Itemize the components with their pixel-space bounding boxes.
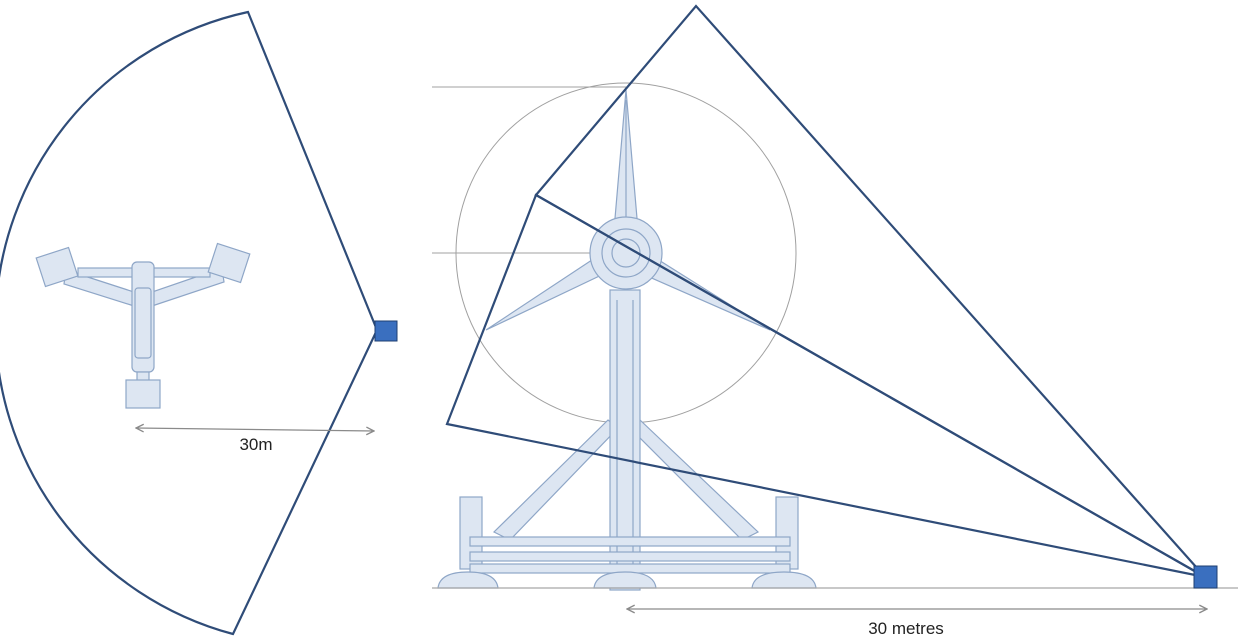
elevation-camera-marker bbox=[1193, 565, 1218, 589]
plan-distance-line bbox=[136, 428, 374, 431]
plan-field-of-view bbox=[0, 10, 379, 636]
inner-field-of-view bbox=[445, 193, 1206, 579]
turbine-elevation-icon bbox=[437, 89, 817, 591]
elevation-distance-label: 30 metres bbox=[868, 619, 944, 638]
plan-camera-marker bbox=[374, 320, 398, 342]
plan-distance-label: 30m bbox=[239, 435, 272, 454]
turbine-plan-icon bbox=[35, 242, 251, 409]
elevation-view: 30 metres bbox=[432, 4, 1238, 638]
plan-view: 30m bbox=[0, 10, 398, 636]
